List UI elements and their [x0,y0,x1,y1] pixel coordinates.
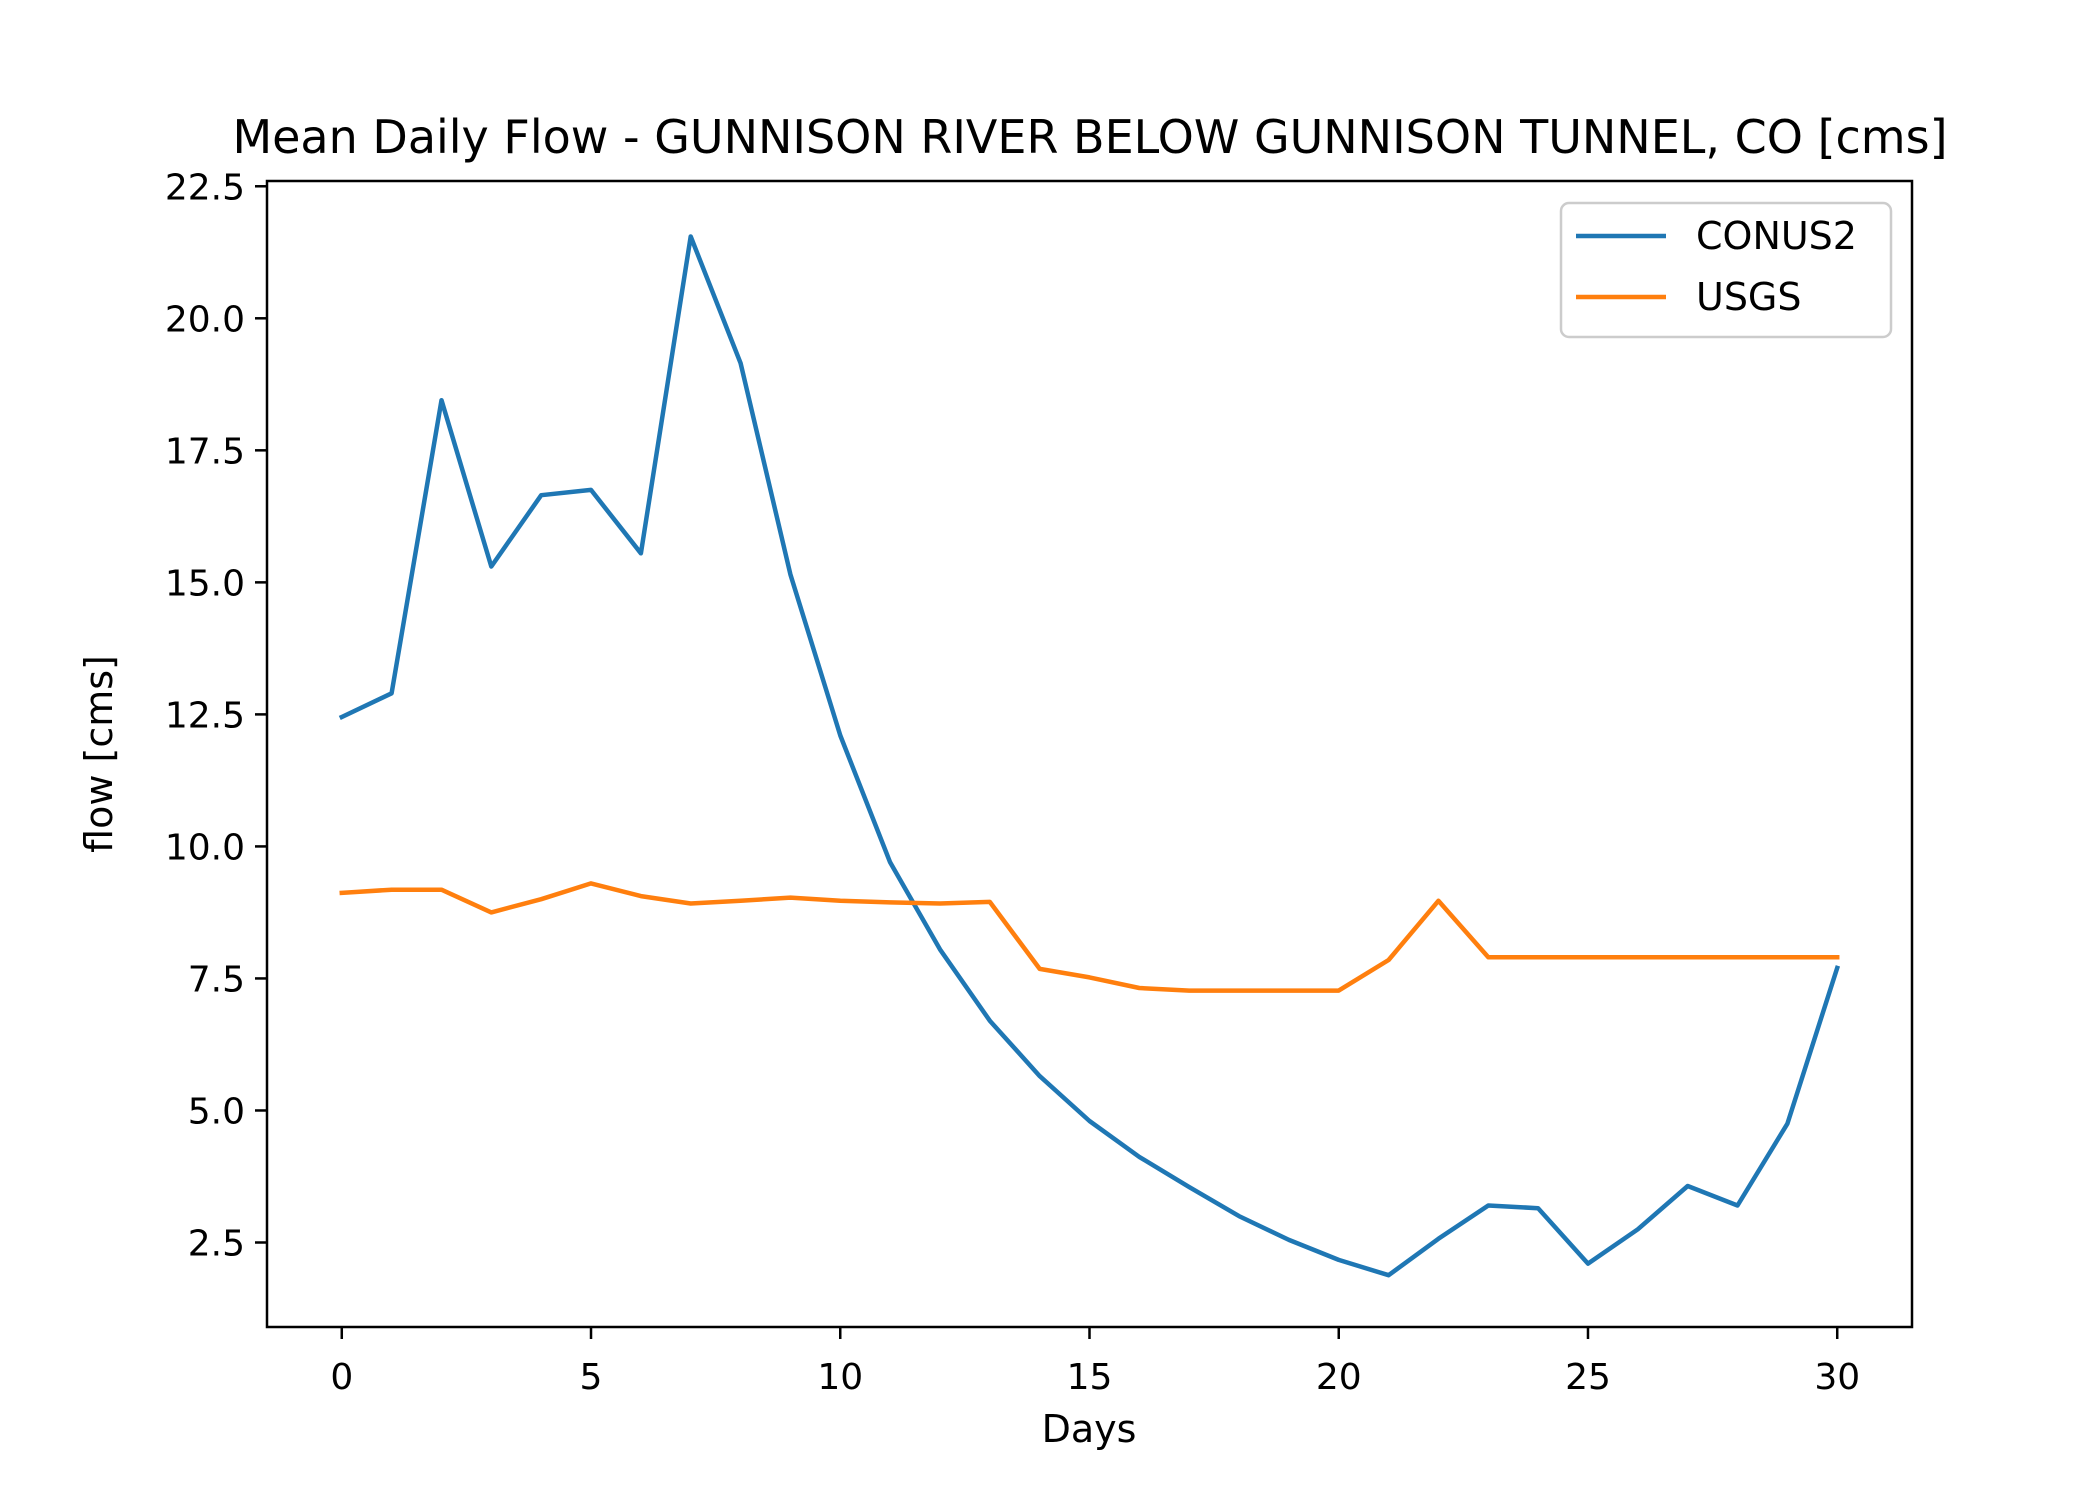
x-tick-label: 0 [330,1357,353,1398]
x-tick-label: 30 [1814,1357,1860,1398]
y-tick-label: 15.0 [165,563,245,604]
x-axis-label: Days [1042,1407,1137,1451]
x-tick-label: 25 [1565,1357,1611,1398]
y-tick-label: 20.0 [165,299,245,340]
y-tick-label: 7.5 [188,959,245,1000]
x-tick-label: 15 [1067,1357,1113,1398]
y-axis: 2.5 5.0 7.5 10.0 12.5 15.0 17.5 20.0 22.5 [165,167,267,1265]
legend-label-conus2: CONUS2 [1696,214,1857,258]
chart-title: Mean Daily Flow - GUNNISON RIVER BELOW G… [232,110,1947,164]
y-tick-label: 12.5 [165,695,245,736]
legend-label-usgs: USGS [1696,275,1802,319]
plot-area-frame [265,179,1914,1329]
y-tick-label: 2.5 [188,1224,245,1265]
y-tick-label: 17.5 [165,431,245,472]
y-tick-label: 5.0 [188,1091,245,1132]
x-tick-label: 5 [580,1357,603,1398]
plot-series-group [338,234,1841,1278]
series-line-conus2 [338,234,1841,1278]
legend: CONUS2 USGS [1559,201,1893,339]
x-axis: 0 5 10 15 20 25 30 [330,1327,1860,1398]
y-tick-label: 22.5 [165,167,245,208]
y-tick-label: 10.0 [165,827,245,868]
y-axis-label: flow [cms] [77,655,121,853]
x-tick-label: 20 [1316,1357,1362,1398]
series-line-usgs [339,881,1840,993]
x-tick-label: 10 [817,1357,863,1398]
